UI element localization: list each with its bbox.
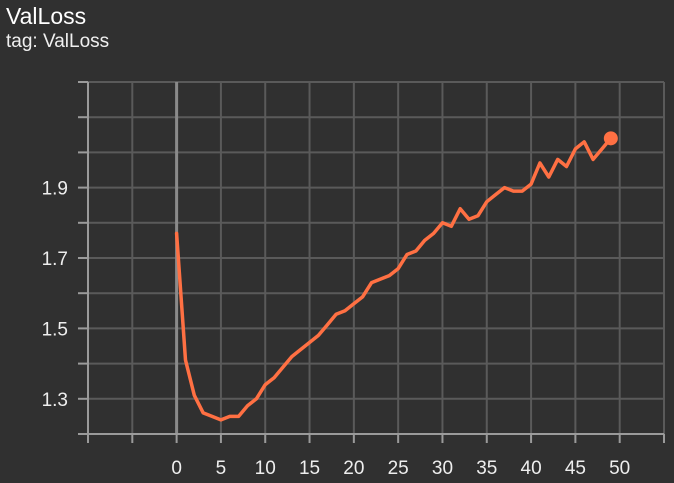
x-tick-label: 20 xyxy=(343,458,364,479)
chart-header: ValLoss tag: ValLoss xyxy=(6,2,109,54)
x-tick-label: 15 xyxy=(299,458,320,479)
grid-lines xyxy=(88,81,665,434)
x-tick-labels: 0 5 10 15 20 25 30 35 40 45 50 xyxy=(171,458,630,479)
y-tick-label: 1.7 xyxy=(42,249,68,270)
x-tick-label: 10 xyxy=(255,458,276,479)
chart-subtitle: tag: ValLoss xyxy=(6,31,110,52)
series xyxy=(174,131,618,422)
last-point-marker xyxy=(603,131,618,146)
y-tick-label: 1.5 xyxy=(42,319,68,340)
y-tick-label: 1.3 xyxy=(42,390,68,411)
series-line xyxy=(174,136,613,422)
y-tick-label: 1.9 xyxy=(42,179,68,200)
x-tick-label: 0 xyxy=(171,458,182,479)
x-tick-label: 40 xyxy=(521,458,542,479)
x-tick-label: 25 xyxy=(388,458,409,479)
x-tick-label: 5 xyxy=(216,458,227,479)
x-tick-label: 45 xyxy=(565,458,586,479)
x-tick-label: 30 xyxy=(432,458,453,479)
x-tick-label: 35 xyxy=(476,458,497,479)
chart-title: ValLoss xyxy=(6,3,87,29)
x-tick-label: 50 xyxy=(609,458,630,479)
y-tick-labels: 1.3 1.5 1.7 1.9 xyxy=(42,179,68,411)
